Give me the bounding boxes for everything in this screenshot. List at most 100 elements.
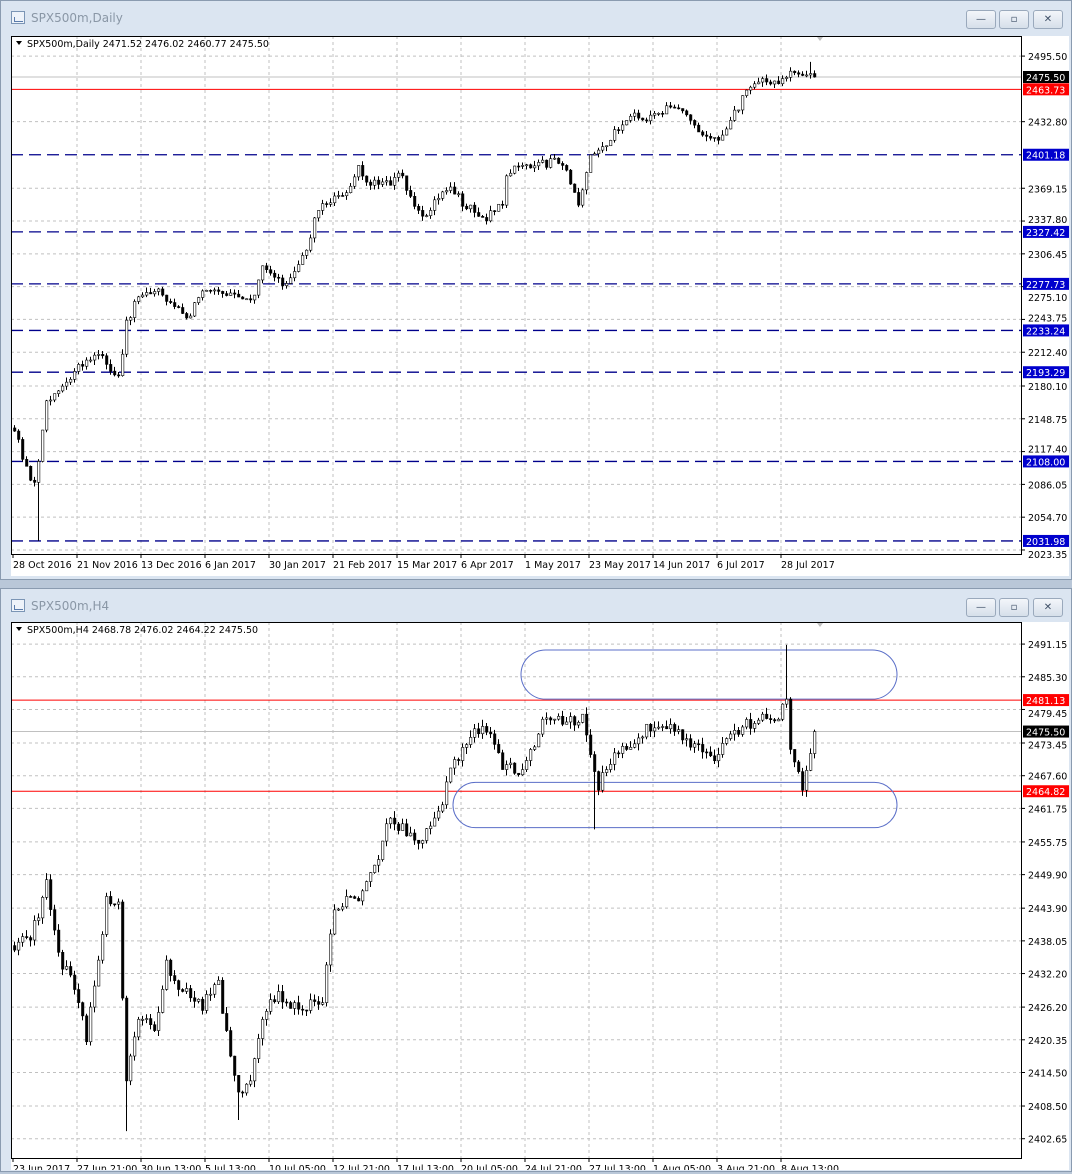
y-tick-label: 2443.90 [1028,904,1067,915]
restore-button[interactable]: ▫ [999,598,1029,617]
candle-body [321,1002,325,1005]
candle-body [641,736,645,739]
candle-body [637,737,641,745]
candle-body [409,190,413,197]
candle-body [741,95,745,111]
candle-body [237,293,241,298]
y-tick-label: 2086.05 [1028,480,1067,491]
candle-body [289,277,293,284]
minimize-button[interactable]: — [966,598,996,617]
candle-body [169,301,173,303]
candle-body [49,399,53,402]
candle-body [305,1009,309,1012]
h4-chart-window[interactable]: SPX500m,H4 — ▫ ✕ 2491.15 2485.30 2479.45 24… [0,588,1072,1174]
candle-body [553,718,557,721]
candle-body [413,196,417,207]
candle-body [81,364,85,367]
candle-body [561,163,565,166]
candle-body [793,70,797,74]
candle-body [477,728,481,735]
candle-body [569,169,573,185]
candle-body [785,77,789,79]
candle-body [641,117,645,121]
x-tick-label: 21 Feb 2017 [333,560,392,571]
candle-body [53,909,57,931]
candle-body [337,195,341,197]
candle-body [181,989,185,992]
candle-body [533,165,537,169]
candle-body [717,137,721,141]
candle-body [677,107,681,110]
y-tick-label: 2473.45 [1028,741,1067,752]
window-titlebar[interactable]: SPX500m,Daily — ▫ ✕ [1,1,1071,35]
y-tick-label: 2402.65 [1028,1135,1067,1146]
candle-body [597,771,601,791]
candle-body [809,753,813,771]
candle-body [325,964,329,1003]
candle-body [757,81,761,85]
candle-body [77,989,81,1003]
candle-body [373,864,377,873]
chart-shift-marker-icon [817,37,823,41]
candle-body [33,479,37,483]
candle-body [797,761,801,772]
restore-button[interactable]: ▫ [999,10,1029,29]
candle-body [505,175,509,206]
x-tick-label: 30 Jan 2017 [269,560,326,571]
close-button[interactable]: ✕ [1033,10,1063,29]
candle-body [609,763,613,770]
candle-body [589,734,593,755]
candle-body [677,729,681,732]
x-tick-label: 6 Jan 2017 [205,560,256,571]
chart-window-icon [11,11,25,24]
candle-body [665,105,669,115]
h4-candlestick-chart[interactable]: 2491.15 2485.30 2479.45 2473.45 2467.60 2461.… [11,622,1069,1174]
window-titlebar[interactable]: SPX500m,H4 — ▫ ✕ [1,589,1071,623]
candle-body [105,896,109,935]
price-tag-bg [1023,225,1069,238]
candle-body [753,723,757,729]
candle-body [445,190,449,193]
candle-body [573,716,577,726]
candle-body [45,400,49,431]
candle-body [201,290,205,298]
candle-body [77,364,81,372]
range-zone-outline [452,781,898,829]
candle-body [109,364,113,372]
candle-body [321,203,325,211]
candle-body [25,936,29,938]
candle-body [129,1055,133,1082]
price-tag-label: 2108.00 [1026,457,1065,468]
daily-chart-window[interactable]: SPX500m,Daily — ▫ ✕ 2495.50 2432.80 2369.1… [0,0,1072,580]
candle-body [333,195,337,204]
candle-body [629,746,633,750]
candle-body [341,906,345,910]
x-tick-label: 5 Jul 13:00 [205,1164,256,1170]
h4-chart-area[interactable]: 2491.15 2485.30 2479.45 2473.45 2467.60 2461.… [11,622,1069,1174]
candle-body [789,698,793,750]
candle-body [89,1006,93,1043]
candle-body [209,993,213,996]
candle-body [405,823,409,837]
window-title: SPX500m,Daily [31,11,123,25]
candle-body [469,204,473,210]
candle-body [453,186,457,195]
candle-body [701,131,705,136]
price-tag-bg [1023,534,1069,547]
daily-chart-area[interactable]: 2495.50 2432.80 2369.15 2337.80 2306.45 2275.… [11,36,1069,576]
candle-body [313,217,317,239]
y-tick-label: 2495.50 [1028,52,1067,63]
candle-body [625,746,629,750]
minimize-button[interactable]: — [966,10,996,29]
candle-body [621,124,625,131]
candle-body [133,301,137,318]
candle-body [133,1036,137,1057]
candle-body [297,264,301,272]
y-tick-label: 2306.45 [1028,250,1067,261]
close-button[interactable]: ✕ [1033,598,1063,617]
daily-candlestick-chart[interactable]: 2495.50 2432.80 2369.15 2337.80 2306.45 2275.… [11,36,1069,576]
candle-body [797,72,801,75]
y-tick-label: 2491.15 [1028,640,1067,651]
candle-body [749,719,753,729]
x-tick-label: 21 Nov 2016 [77,560,138,571]
